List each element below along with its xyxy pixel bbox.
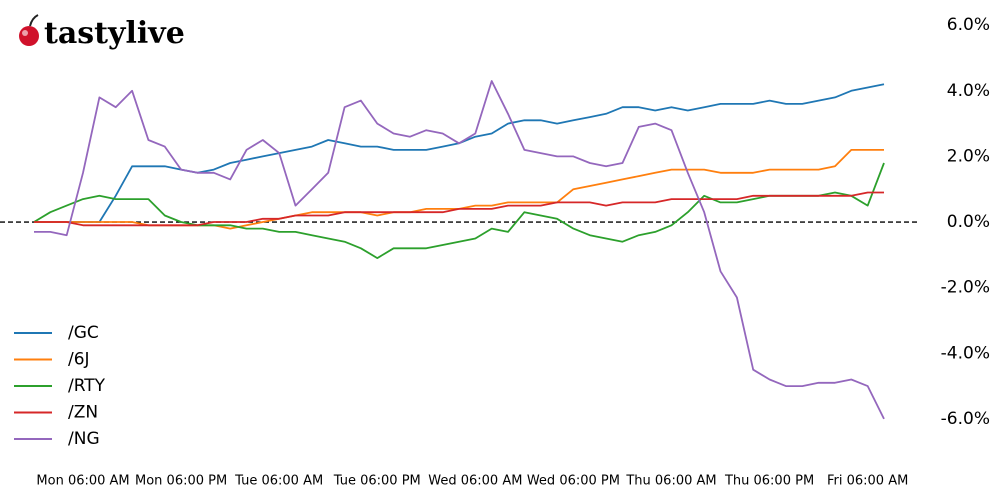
- legend-label: /ZN: [68, 403, 98, 423]
- x-tick-label: Thu 06:00 PM: [724, 474, 814, 489]
- x-tick-label: Wed 06:00 AM: [428, 474, 522, 489]
- legend-label: /NG: [68, 429, 100, 449]
- logo-text: tastylive: [44, 16, 185, 51]
- series-line: [33, 162, 885, 259]
- y-tick-label: 0.0%: [947, 212, 990, 232]
- logo-shine: [22, 30, 28, 36]
- y-tick-label: -4.0%: [941, 343, 990, 363]
- x-tick-label: Mon 06:00 AM: [36, 474, 129, 489]
- y-tick-label: 2.0%: [947, 146, 990, 166]
- x-tick-label: Tue 06:00 AM: [234, 474, 323, 489]
- series-line: [34, 191, 884, 227]
- y-tick-label: -2.0%: [941, 278, 990, 298]
- logo-stem: [29, 14, 39, 27]
- y-tick-label: -6.0%: [941, 409, 990, 429]
- x-tick-label: Mon 06:00 PM: [135, 474, 227, 489]
- legend-label: /RTY: [68, 376, 106, 396]
- x-tick-label: Tue 06:00 PM: [333, 474, 421, 489]
- series-line: [34, 149, 884, 230]
- x-tick-label: Thu 06:00 AM: [625, 474, 716, 489]
- series-line: [34, 83, 885, 223]
- x-tick-label: Wed 06:00 PM: [527, 474, 620, 489]
- x-tick-label: Fri 06:00 AM: [827, 474, 908, 489]
- y-tick-label: 4.0%: [947, 81, 990, 101]
- legend-label: /6J: [68, 350, 90, 370]
- y-tick-label: 6.0%: [947, 15, 990, 35]
- series-line: [34, 80, 885, 420]
- legend-label: /GC: [68, 323, 99, 343]
- logo-cherry: [19, 26, 39, 46]
- logo: tastylive: [19, 14, 185, 51]
